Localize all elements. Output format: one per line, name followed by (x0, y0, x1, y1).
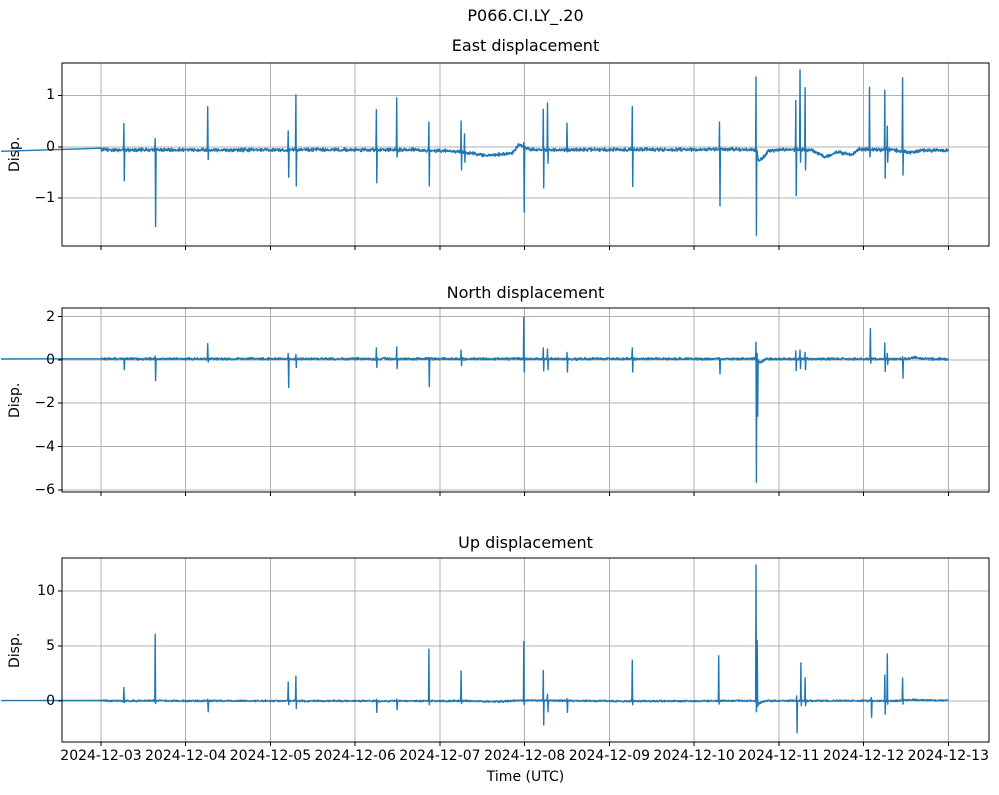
x-tick-label: 2024-12-09 (568, 748, 651, 764)
east-spines (61, 62, 990, 247)
north-gridlines (62, 308, 989, 492)
up-ytick-label: 5 (46, 637, 55, 654)
north-axes (58, 307, 990, 496)
subplot-title-up: Up displacement (458, 533, 593, 552)
up-spines (61, 557, 990, 743)
north-spines (61, 307, 990, 493)
north-series-line (0, 316, 949, 483)
east-ytick-label: 1 (46, 87, 55, 104)
north-ytick-label: −2 (34, 395, 55, 412)
x-tick-label: 2024-12-03 (60, 748, 142, 764)
east-ytick-label: −1 (34, 190, 55, 207)
x-tick-label: 2024-12-08 (483, 748, 566, 764)
north-ytick-label: 0 (46, 351, 55, 368)
figure-suptitle: P066.CI.LY_.20 (467, 6, 584, 25)
x-tick-label: 2024-12-05 (229, 748, 312, 764)
up-series-line (0, 564, 949, 734)
up-ytick-label: 10 (37, 582, 55, 599)
subplot-title-east: East displacement (451, 36, 600, 55)
up-gridlines (62, 558, 989, 742)
x-tick-label: 2024-12-13 (907, 748, 989, 764)
up-axes (58, 557, 990, 746)
x-tick-label: 2024-12-10 (653, 748, 735, 764)
east-ytick-label: 0 (46, 138, 55, 155)
x-axis-label: Time (UTC) (486, 769, 565, 785)
subplot-title-north: North displacement (446, 283, 605, 302)
north-ytick-label: −6 (34, 481, 55, 498)
x-tick-label: 2024-12-04 (145, 748, 227, 764)
east-axes (58, 62, 990, 250)
north-ytick-label: 2 (46, 308, 55, 325)
x-tick-label: 2024-12-06 (314, 748, 396, 764)
x-tick-label: 2024-12-07 (399, 748, 481, 764)
x-tick-label: 2024-12-12 (822, 748, 905, 764)
east-series-line (0, 69, 949, 236)
north-ytick-label: −4 (34, 438, 55, 455)
x-tick-label: 2024-12-11 (738, 748, 820, 764)
up-ytick-label: 0 (46, 692, 55, 709)
